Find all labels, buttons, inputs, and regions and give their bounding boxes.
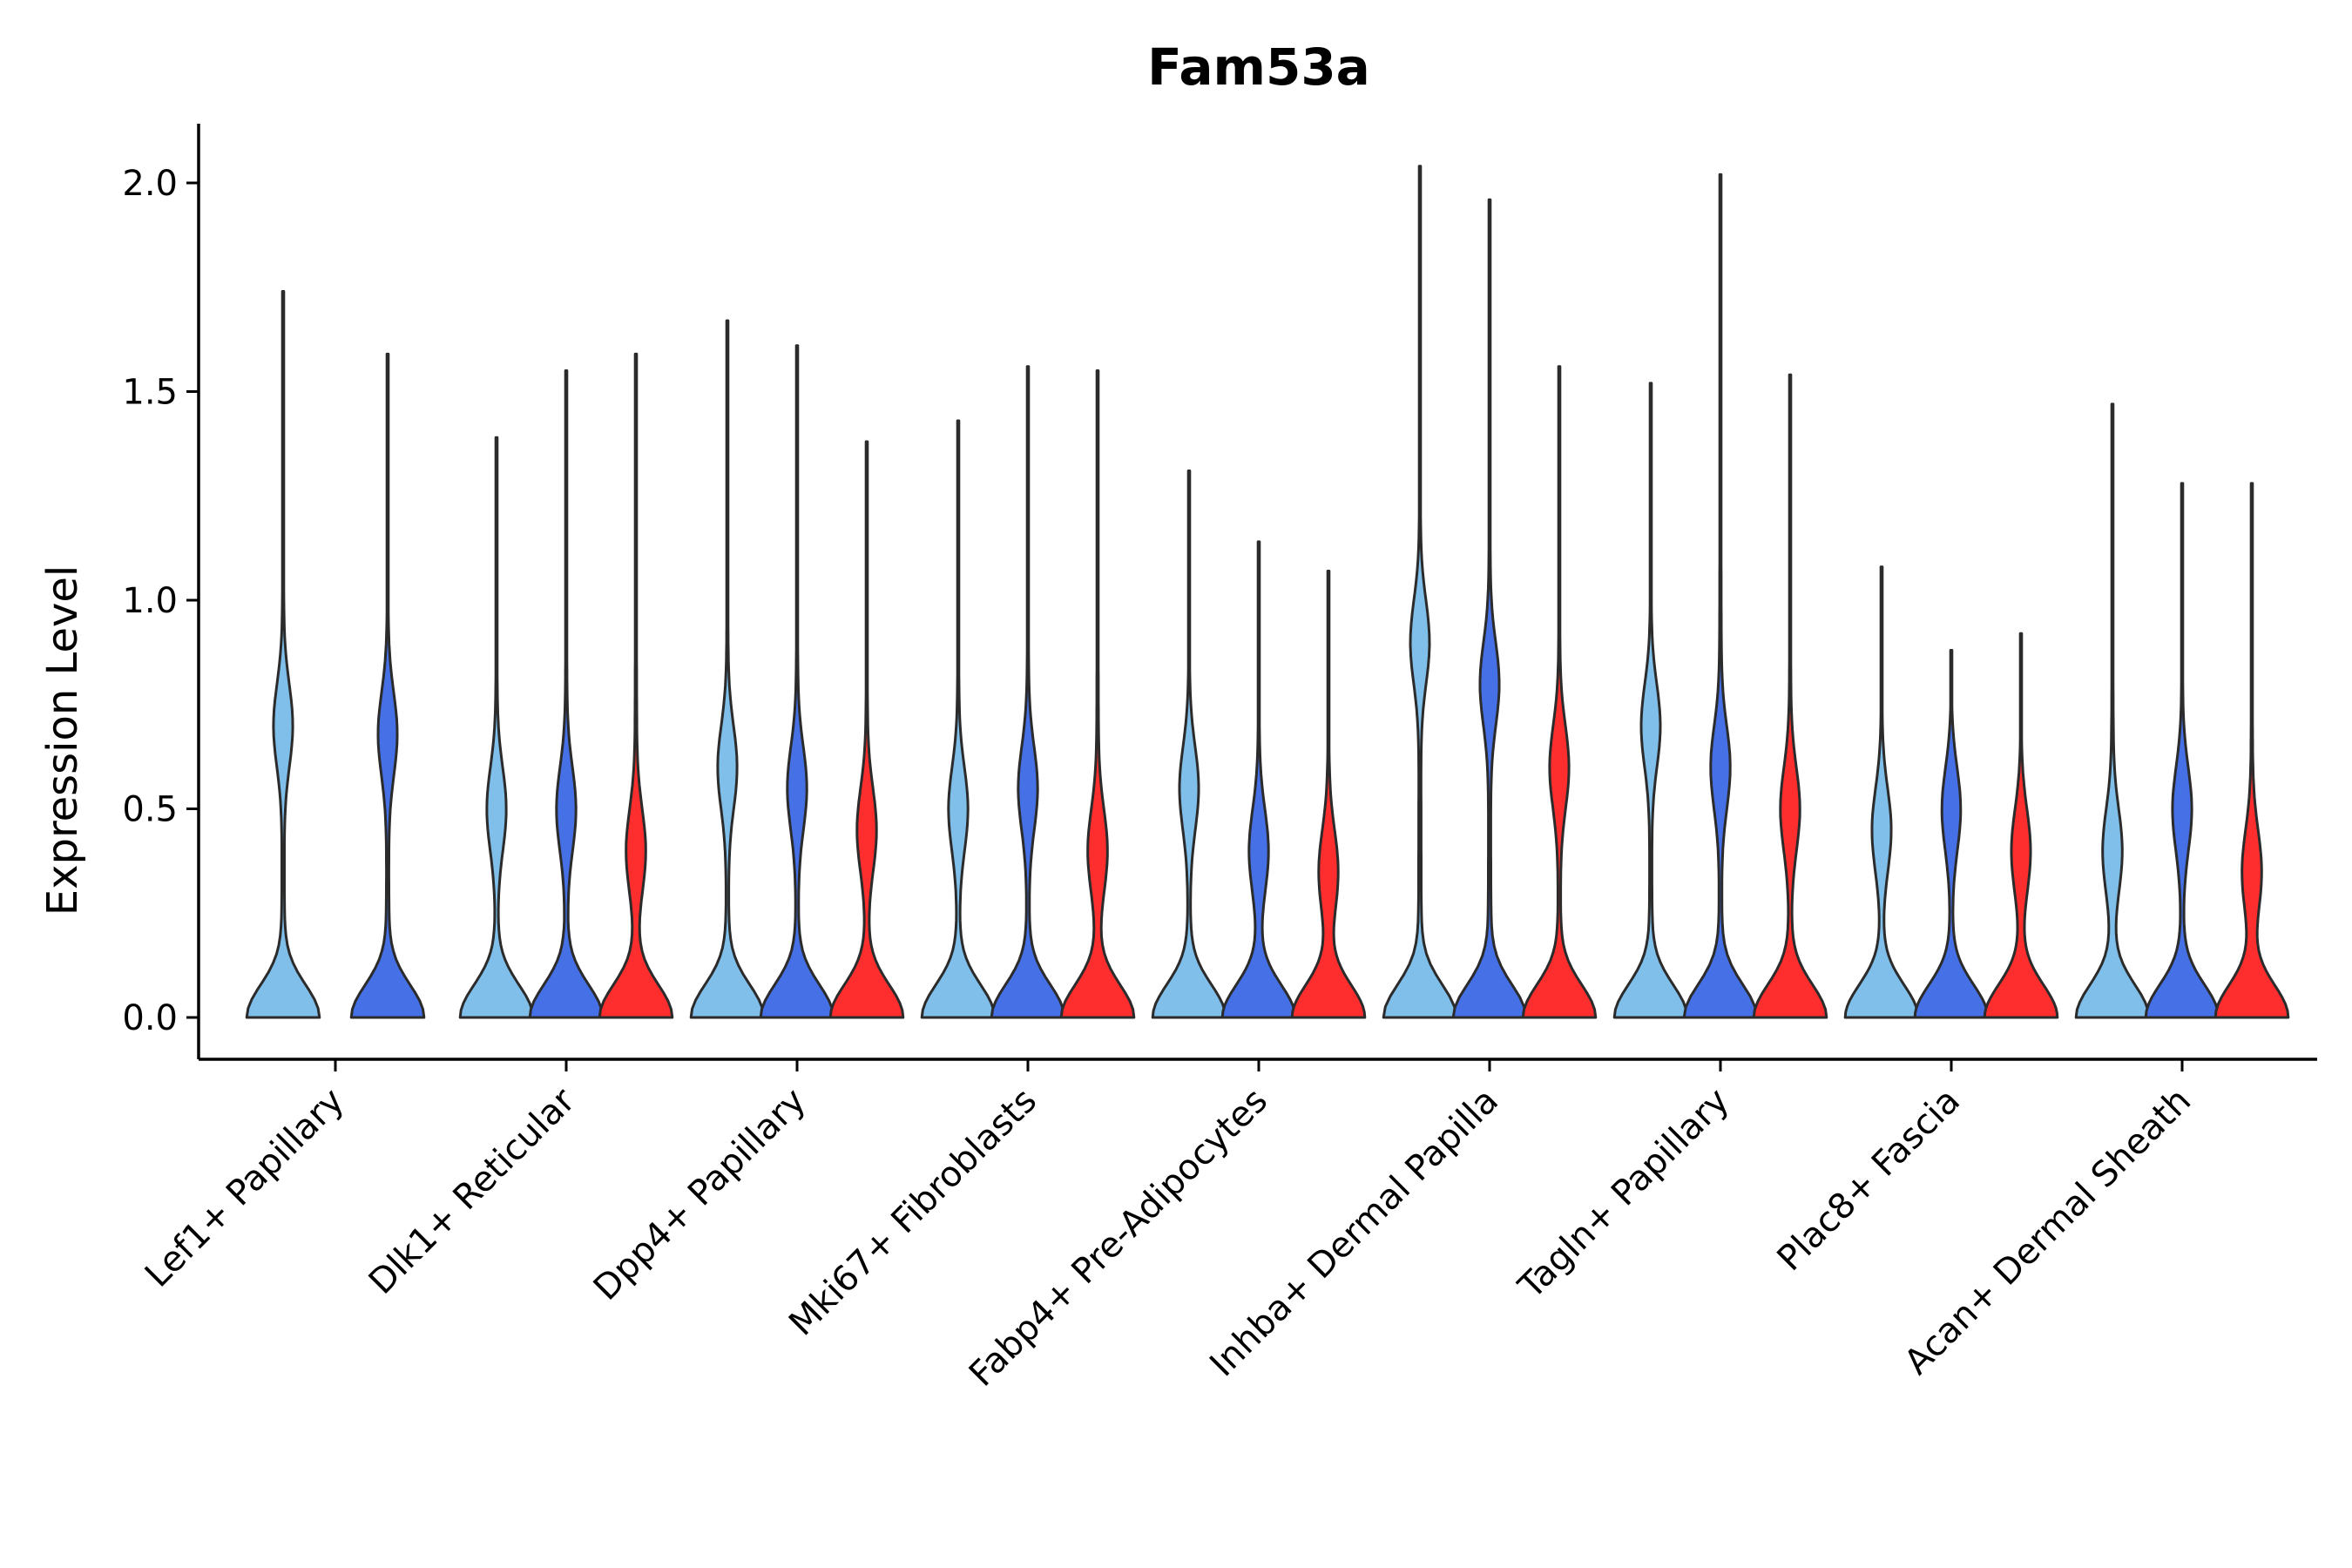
violin-3-1 <box>689 319 766 1019</box>
violin-1-1 <box>245 290 321 1019</box>
violin-2-2 <box>528 369 605 1019</box>
x-axis: Lef1+ Papillary Dlk1+ Reticular Dpp4+ Papi… <box>138 1058 2317 1395</box>
y-axis: 0.0 0.5 1.0 1.5 2.0 <box>122 124 200 1059</box>
violin-2-1 <box>458 436 535 1019</box>
y-axis-label: Expression Level <box>38 565 87 916</box>
violin-4-3 <box>1059 369 1136 1019</box>
violin-9-1 <box>2074 402 2151 1019</box>
violin-layer <box>245 165 2290 1019</box>
y-tick-label: 1.5 <box>122 373 178 413</box>
violin-2-3 <box>598 352 674 1019</box>
violin-3-2 <box>759 344 835 1019</box>
violin-7-1 <box>1612 382 1689 1019</box>
violin-9-3 <box>2213 482 2290 1019</box>
violin-4-1 <box>920 419 997 1019</box>
violin-6-1 <box>1382 165 1458 1019</box>
violin-5-3 <box>1290 570 1367 1019</box>
violin-5-2 <box>1220 540 1297 1019</box>
y-tick-label: 1.0 <box>122 581 178 621</box>
y-tick-label: 0.5 <box>122 790 178 830</box>
violin-6-2 <box>1451 198 1528 1019</box>
y-tick-label: 0.0 <box>122 998 178 1038</box>
violin-7-3 <box>1752 373 1828 1019</box>
violin-6-3 <box>1521 365 1598 1019</box>
violin-4-2 <box>990 365 1066 1019</box>
x-tick-label: Tagln+ Papillary <box>1511 1081 1737 1308</box>
x-tick-label: Lef1+ Papillary <box>138 1081 352 1295</box>
x-tick-label: Plac8+ Fascia <box>1770 1081 1969 1280</box>
violin-3-3 <box>828 440 905 1019</box>
x-tick-label: Mki67+ Fibroblasts <box>781 1081 1044 1344</box>
violin-1-2 <box>349 352 426 1019</box>
violin-8-3 <box>1983 632 2059 1019</box>
violin-9-2 <box>2144 482 2220 1019</box>
chart-title: Fam53a <box>1147 37 1370 97</box>
violin-8-2 <box>1913 649 1990 1019</box>
y-tick-label: 2.0 <box>122 164 178 204</box>
violin-5-1 <box>1151 470 1227 1019</box>
violin-7-2 <box>1682 172 1759 1019</box>
violin-8-1 <box>1843 565 1920 1019</box>
x-tick-label: Dpp4+ Papillary <box>586 1081 814 1308</box>
x-tick-label: Dlk1+ Reticular <box>362 1080 584 1302</box>
